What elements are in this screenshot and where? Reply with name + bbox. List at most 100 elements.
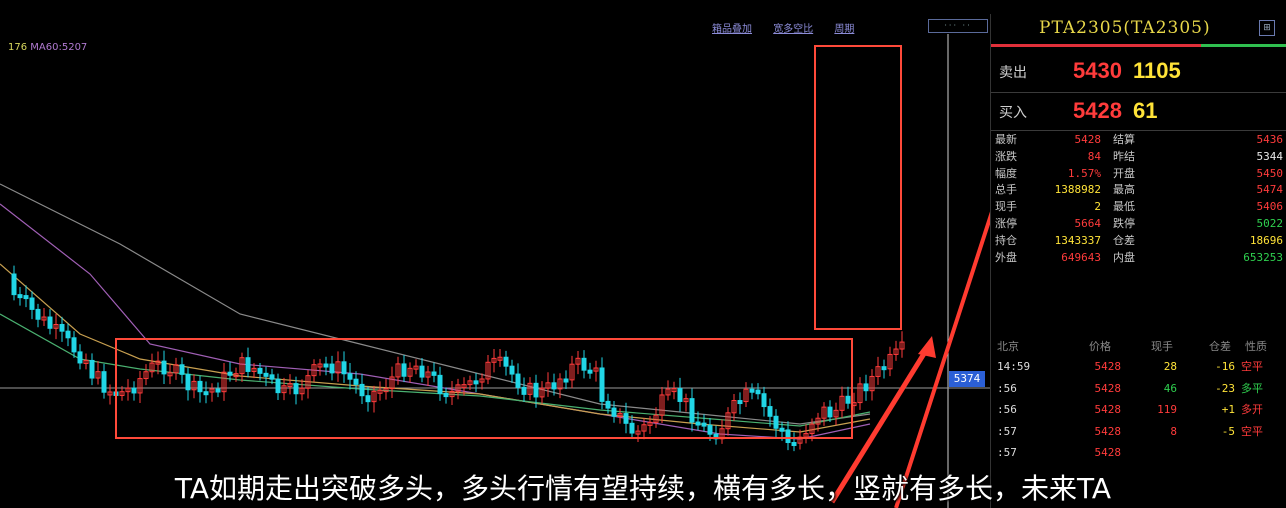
candle-body <box>35 308 41 320</box>
quote-stats: 最新 5428 结算 5436 涨跌 84 昨结 5344 幅度 1.57% 开盘 5450 总手… <box>991 132 1286 266</box>
candle-body <box>299 387 305 395</box>
candle-body <box>431 371 437 376</box>
stat-value: 1343337 <box>1054 233 1101 247</box>
candle-body <box>665 388 671 396</box>
candle-body <box>419 365 425 378</box>
candle-body <box>359 383 365 397</box>
candle-body <box>749 388 755 393</box>
tick-nature: 空平 <box>1241 360 1263 373</box>
candlestick-chart-area[interactable]: 176 MA60:5207 箱品叠加 宽多空比 周期 ··· ·· 5374 <box>0 14 990 508</box>
stat-value: 1.57% <box>1067 166 1101 180</box>
candle-body <box>71 337 77 353</box>
candle-body <box>245 357 251 372</box>
candle-body <box>29 297 35 310</box>
stat-row: 幅度 1.57% 开盘 5450 <box>991 166 1286 183</box>
overlay-product-link[interactable]: 箱品叠加 <box>712 24 752 35</box>
tick-time: :56 <box>997 403 1017 416</box>
candle-body <box>149 362 155 373</box>
candle-body <box>323 363 329 368</box>
candle-body <box>515 373 521 388</box>
candle-body <box>893 348 899 355</box>
candle-body <box>377 389 383 394</box>
ma-line-3 <box>0 313 871 427</box>
candle-body <box>869 375 875 392</box>
candle-body <box>251 367 257 372</box>
candle-body <box>527 382 533 395</box>
candle-body <box>467 380 473 386</box>
tick-nature: 多平 <box>1241 381 1263 395</box>
candle-body <box>383 388 389 393</box>
candle-body <box>221 371 227 393</box>
tick-list[interactable]: 北京 价格 现手 仓差 性质 14:59 5428 28 -16 空平 :56 5428 4… <box>991 338 1286 464</box>
stat-row: 现手 2 最低 5406 <box>991 199 1286 216</box>
candle-body <box>137 378 143 394</box>
candle-body <box>551 382 557 390</box>
candle-body <box>437 374 443 394</box>
candle-body <box>485 361 491 380</box>
ma-line-0 <box>0 183 871 425</box>
candle-body <box>23 295 29 300</box>
candle-body <box>593 367 599 372</box>
ask-label: 卖出 <box>999 65 1027 81</box>
candle-body <box>341 361 347 375</box>
candle-body <box>89 359 95 379</box>
panel-menu-icon[interactable]: ⊞ <box>1259 20 1275 36</box>
arrow-head-icon <box>918 336 936 358</box>
candle-body <box>755 389 761 395</box>
candle-body <box>185 373 191 391</box>
candle-body <box>17 294 23 299</box>
tick-nature: 空平 <box>1241 424 1263 438</box>
kline-chart[interactable] <box>0 14 990 508</box>
candle-body <box>497 356 503 361</box>
stat-value: 5664 <box>1074 216 1102 230</box>
stat-label: 最新 <box>995 133 1017 146</box>
stat-label: 昨结 <box>1113 149 1135 163</box>
quote-panel: PTA2305(TA2305) ⊞ 卖出 5430 1105 买入 5428 6… <box>990 14 1286 508</box>
candle-body <box>479 378 485 383</box>
tick-volume: 46 <box>1163 381 1177 395</box>
candle-body <box>563 378 569 383</box>
candle-body <box>635 430 641 435</box>
tick-time: :57 <box>997 424 1017 438</box>
candle-body <box>815 417 821 425</box>
ask-volume: 1105 <box>1133 58 1181 83</box>
stat-value: 18696 <box>1249 233 1283 247</box>
candle-body <box>617 413 623 418</box>
candle-body <box>389 376 395 390</box>
candle-body <box>209 388 215 393</box>
candle-body <box>737 400 743 405</box>
candle-body <box>683 398 689 403</box>
period-link[interactable]: 周期 <box>834 24 855 35</box>
candle-body <box>671 388 677 393</box>
stat-value: 5436 <box>1256 133 1284 146</box>
ask-price: 5430 <box>1073 58 1122 83</box>
chart-top-links: 箱品叠加 宽多空比 周期 <box>712 20 872 35</box>
candle-body <box>881 366 887 371</box>
candle-body <box>11 273 17 296</box>
candle-body <box>131 387 137 394</box>
candle-body <box>611 407 617 417</box>
candle-body <box>473 380 479 385</box>
candle-body <box>215 388 221 393</box>
candle-body <box>875 366 881 377</box>
tick-col-oi-change: 仓差 <box>1209 340 1231 353</box>
stat-row: 涨跌 84 昨结 5344 <box>991 149 1286 166</box>
candle-body <box>107 391 113 396</box>
breakout-arrow-upper <box>894 211 990 508</box>
candle-body <box>239 357 245 375</box>
candle-body <box>623 413 629 424</box>
chart-tools-icon[interactable]: ··· ·· <box>928 19 988 33</box>
tick-row: :57 5428 <box>991 442 1286 464</box>
tick-nature: 多开 <box>1241 403 1263 416</box>
candle-body <box>65 330 71 339</box>
candle-body <box>899 341 905 350</box>
long-short-ratio-link[interactable]: 宽多空比 <box>773 24 814 35</box>
candle-body <box>407 367 413 377</box>
stat-value: 653253 <box>1243 250 1283 264</box>
candle-body <box>233 373 239 378</box>
stat-label: 最高 <box>1113 183 1135 197</box>
candle-body <box>347 373 353 380</box>
tick-col-nature: 性质 <box>1245 340 1267 353</box>
candle-body <box>845 395 851 404</box>
tick-price: 5428 <box>1094 381 1122 395</box>
